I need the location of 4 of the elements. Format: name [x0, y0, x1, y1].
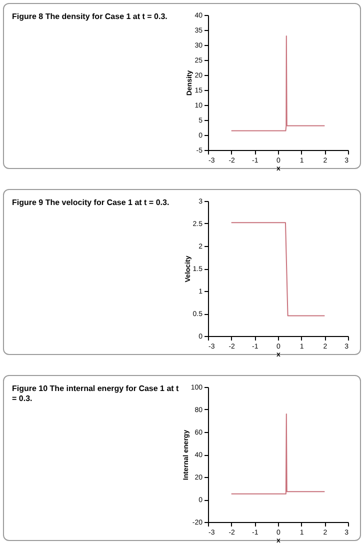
text: Figure 10 The internal energy for Case 1 at t = 0.3. [12, 384, 180, 404]
text: Figure 9 The velocity for Case 1 at t = 0.3. [12, 198, 170, 208]
text: Figure 8 The density for Case 1 at t = 0.3. [12, 12, 168, 22]
line-series [230, 36, 326, 132]
